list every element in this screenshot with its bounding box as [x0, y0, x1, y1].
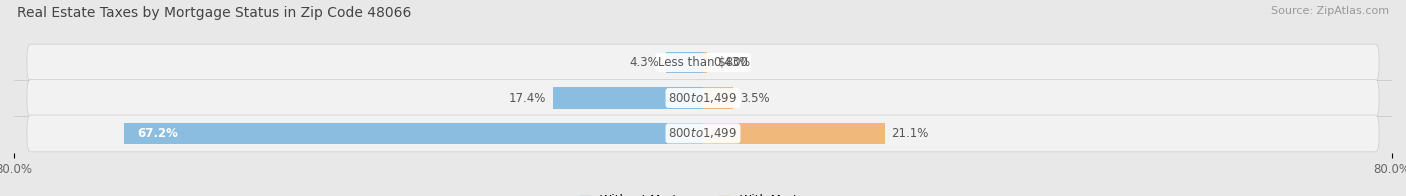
Bar	[703, 123, 884, 144]
Text: 67.2%: 67.2%	[138, 127, 179, 140]
Text: 3.5%: 3.5%	[740, 92, 769, 104]
Text: Less than $800: Less than $800	[658, 56, 748, 69]
FancyBboxPatch shape	[27, 80, 1379, 116]
FancyBboxPatch shape	[27, 115, 1379, 152]
Bar	[703, 87, 733, 109]
Bar	[553, 87, 703, 109]
Text: Source: ZipAtlas.com: Source: ZipAtlas.com	[1271, 6, 1389, 16]
Legend: Without Mortgage, With Mortgage: Without Mortgage, With Mortgage	[579, 194, 827, 196]
Bar	[124, 123, 703, 144]
Text: $800 to $1,499: $800 to $1,499	[668, 91, 738, 105]
Text: $800 to $1,499: $800 to $1,499	[668, 126, 738, 140]
Bar	[703, 52, 707, 73]
Text: 21.1%: 21.1%	[891, 127, 929, 140]
Text: 17.4%: 17.4%	[509, 92, 547, 104]
FancyBboxPatch shape	[27, 44, 1379, 81]
Text: Real Estate Taxes by Mortgage Status in Zip Code 48066: Real Estate Taxes by Mortgage Status in …	[17, 6, 411, 20]
Text: 4.3%: 4.3%	[630, 56, 659, 69]
Bar	[666, 52, 703, 73]
Text: 0.43%: 0.43%	[714, 56, 751, 69]
